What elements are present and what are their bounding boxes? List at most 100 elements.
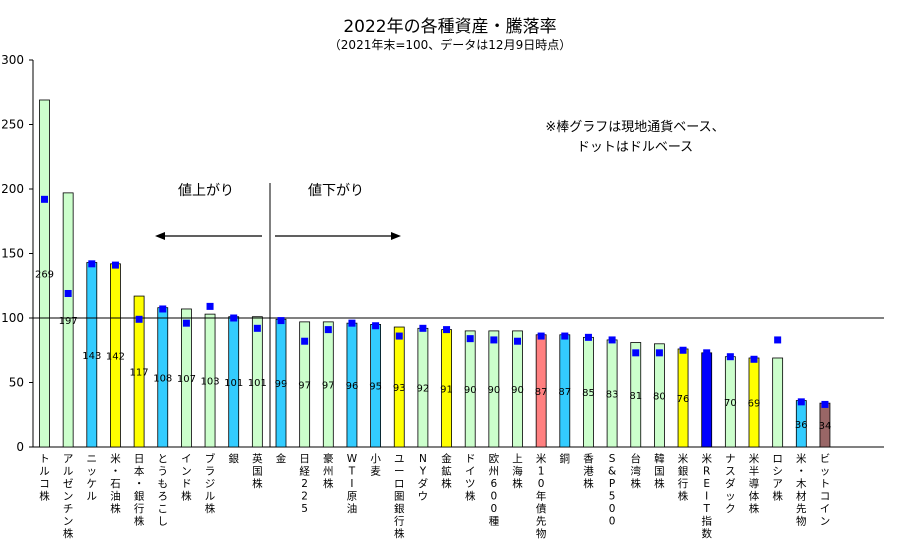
category-label: 株 — [512, 477, 523, 490]
category-label: 銀 — [678, 465, 689, 478]
category-label: 5 — [609, 491, 616, 503]
category-label: こ — [158, 503, 169, 515]
category-label: 0 — [491, 503, 498, 515]
usd-dot — [395, 332, 403, 340]
category-label: 年 — [536, 490, 547, 503]
category-label: Y — [419, 466, 427, 478]
bar-value-label: 269 — [35, 269, 54, 280]
category-label: 先 — [796, 503, 807, 515]
category-label: ジ — [205, 478, 216, 490]
bar-value-label: 92 — [417, 384, 430, 395]
category-label: 油 — [110, 490, 121, 503]
category-label: 本 — [134, 465, 145, 478]
usd-dot — [301, 337, 309, 345]
category-label: 株 — [63, 527, 74, 540]
category-label: シ — [772, 466, 783, 478]
bar — [251, 316, 263, 448]
bar — [39, 99, 50, 448]
category-label: 先 — [536, 516, 547, 528]
usd-dot — [41, 195, 48, 203]
category-label: 6 — [491, 478, 498, 490]
category-label: 5 — [301, 503, 308, 515]
usd-dot — [490, 336, 498, 344]
category-label: 行 — [134, 502, 145, 515]
usd-dot — [584, 333, 592, 341]
category-label: 鉱 — [441, 465, 452, 478]
usd-dot — [561, 332, 569, 340]
category-label: ケ — [87, 478, 98, 490]
category-label: 米 — [110, 452, 121, 465]
bar — [299, 321, 311, 448]
usd-dot — [466, 335, 474, 343]
down-arrow-head — [391, 232, 401, 240]
bar-value-label: 80 — [653, 391, 666, 402]
category-label: イ — [820, 503, 831, 515]
up-label: 値上がり — [178, 183, 234, 199]
category-label: ダ — [418, 477, 429, 490]
down-label: 値下がり — [308, 183, 364, 199]
category-label: ン — [63, 516, 74, 528]
category-label: ル — [205, 491, 216, 503]
category-label: 1 — [538, 466, 545, 478]
category-label: 導 — [749, 477, 760, 490]
usd-dot — [797, 398, 805, 406]
category-label: 0 — [538, 478, 545, 490]
category-label: ろ — [158, 491, 169, 503]
bar-value-label: 90 — [487, 385, 500, 396]
category-label: N — [419, 453, 427, 465]
bar-value-label: 87 — [535, 387, 548, 398]
category-label: 物 — [536, 527, 547, 540]
category-label: 香 — [583, 453, 594, 465]
category-label: 日 — [134, 453, 145, 465]
bar-value-label: 107 — [177, 374, 196, 385]
category-label: ロ — [772, 453, 783, 465]
category-label: 株 — [749, 502, 760, 515]
usd-dot — [632, 349, 640, 357]
category-label: ル — [63, 466, 74, 478]
category-label: 行 — [394, 515, 405, 528]
category-label: ニ — [87, 453, 98, 465]
category-label: 国 — [252, 466, 263, 478]
category-label: う — [158, 466, 169, 478]
category-label: ユ — [394, 453, 405, 465]
category-label: ッ — [820, 466, 831, 478]
bar-value-label: 69 — [748, 398, 761, 409]
category-label: 韓 — [654, 453, 665, 465]
category-label: コ — [820, 491, 831, 503]
bar — [512, 330, 523, 448]
category-label: 株 — [134, 515, 145, 528]
category-label: E — [703, 478, 710, 490]
category-label: 湾 — [631, 465, 642, 478]
bar-value-label: 90 — [464, 385, 477, 396]
note-line-2: ドットはドルベース — [576, 140, 694, 155]
category-label: 0 — [609, 516, 616, 528]
category-label: 株 — [39, 490, 50, 503]
bar-value-label: 101 — [248, 378, 267, 389]
category-label: 港 — [583, 466, 594, 478]
category-label: 株 — [323, 477, 334, 490]
usd-dot — [324, 326, 332, 334]
category-label: 経 — [299, 465, 310, 478]
usd-dot — [821, 400, 829, 408]
category-label: 米 — [678, 452, 689, 465]
category-label: 圏 — [394, 491, 405, 503]
bar-value-label: 117 — [130, 368, 149, 379]
category-label: チ — [63, 503, 74, 515]
category-label: ダ — [725, 477, 736, 490]
category-label: & — [608, 466, 616, 478]
category-label: ビ — [820, 453, 831, 465]
bar-value-label: 97 — [322, 380, 335, 391]
bar-value-label: 103 — [201, 377, 220, 388]
category-label: ド — [465, 453, 476, 465]
category-label: 海 — [512, 465, 523, 478]
category-label: 株 — [654, 477, 665, 490]
category-label: 半 — [749, 465, 760, 478]
usd-dot — [277, 317, 285, 325]
category-label: ナ — [725, 453, 736, 465]
usd-dot — [88, 260, 96, 268]
category-label: ッ — [87, 466, 98, 478]
category-label: 株 — [110, 502, 121, 515]
category-label: ル — [39, 466, 50, 478]
category-label: ロ — [394, 478, 405, 490]
category-label: ン — [820, 516, 831, 528]
